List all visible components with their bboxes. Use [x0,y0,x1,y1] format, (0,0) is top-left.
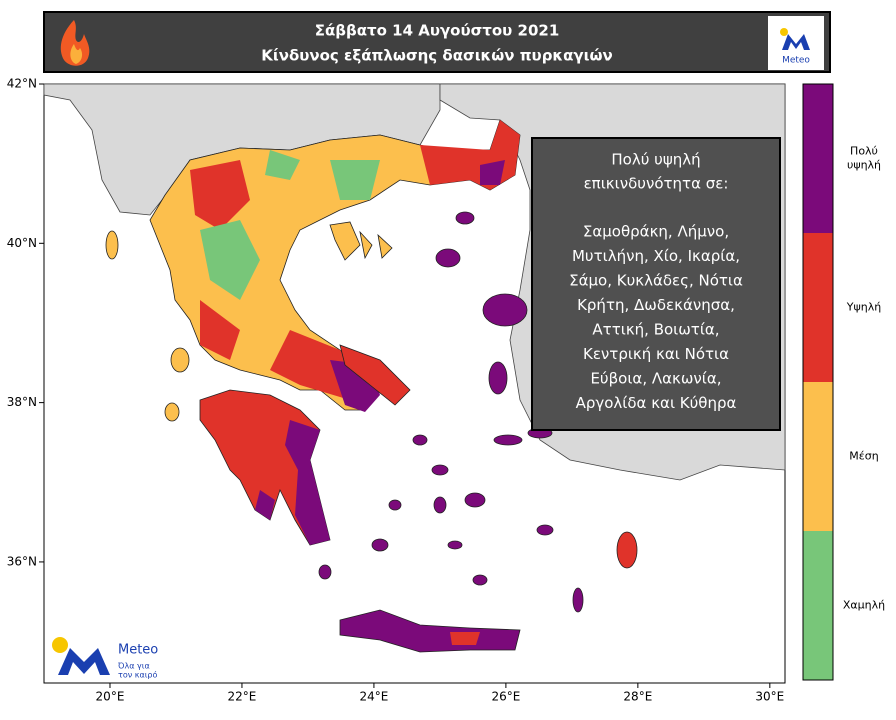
info-heading: επικινδυνότητα σε: [584,175,729,193]
watermark-tagline: τον καιρό [118,670,157,680]
lesvos [482,293,528,327]
legend-label: Υψηλή [846,301,881,314]
logo-m [782,34,810,50]
x-tick-label: 26°E [491,690,520,704]
chalkidiki [329,221,393,261]
lemnos [435,248,461,268]
zakynthos [164,402,180,422]
paros [433,496,447,514]
chios [488,361,508,395]
fire-icon [60,20,90,66]
milos [371,538,389,552]
info-line: Εύβοια, Λακωνία, [590,370,721,388]
legend-swatch [803,233,833,382]
corfu [105,230,119,260]
header-title: Σάββατο 14 Αυγούστου 2021 [315,22,560,40]
legend-label: Χαμηλή [843,599,885,612]
header-bar [43,11,831,73]
karpathos [572,587,584,613]
watermark-tagline: Όλα για [117,661,150,671]
serifos [388,499,402,511]
colorbar-frame [802,83,834,681]
very-high-mainland [330,160,505,412]
kefalonia [170,347,190,373]
logo-text: Meteo [782,56,810,66]
santorini [472,574,488,586]
ionian-islands [105,230,190,422]
info-line: Αττική, Βοιωτία, [592,321,719,339]
legend-swatch [803,531,833,680]
samothraki [455,211,475,225]
info-heading: Πολύ υψηλή [611,151,700,169]
info-line: Μυτιλήνη, Χίο, Ικαρία, [572,247,740,265]
rhodes [616,531,638,569]
crete-high [450,632,480,645]
info-box [531,137,781,431]
info-line: Κεντρική και Νότια [583,345,729,363]
logo-sun [780,28,788,36]
evia [339,344,411,406]
kythira [318,564,332,580]
ios [447,540,463,550]
x-tick-label: 30°E [755,690,784,704]
andros [412,434,428,446]
info-text: Πολύ υψηλή επικινδυνότητα σε: Σαμοθράκη, Λ… [569,151,743,413]
watermark-m [58,648,110,675]
x-tick-label: 24°E [359,690,388,704]
legend-label: Πολύ [850,145,878,158]
header-subtitle: Κίνδυνος εξάπλωσης δασικών πυρκαγιών [261,47,612,65]
tinos [431,464,449,476]
y-tick-label: 36°N [7,554,37,568]
x-tick-label: 22°E [228,690,257,704]
y-tick-label: 40°N [7,236,37,250]
info-line: Κρήτη, Δωδεκάνησα, [577,296,735,314]
peloponnese-east [255,420,330,545]
info-line: Σάμο, Κυκλάδες, Νότια [569,272,743,290]
legend-swatch [803,84,833,233]
x-tick-label: 20°E [96,690,125,704]
y-tick-label: 38°N [7,395,37,409]
watermark-sun [52,637,68,653]
legend-swatch [803,382,833,531]
kos [536,524,554,536]
y-tick-label: 42°N [7,77,37,91]
meteo-logo [768,16,824,70]
info-line: Αργολίδα και Κύθηρα [576,394,737,412]
x-tick-label: 28°E [623,690,652,704]
low-risk [200,150,380,300]
watermark-name: Meteo [118,643,158,658]
naxos [464,492,486,508]
ikaria [493,434,523,446]
info-line: Σαμοθράκη, Λήμνο, [583,223,729,241]
legend-label: υψηλή [847,159,881,172]
legend-label: Μέση [849,450,878,463]
